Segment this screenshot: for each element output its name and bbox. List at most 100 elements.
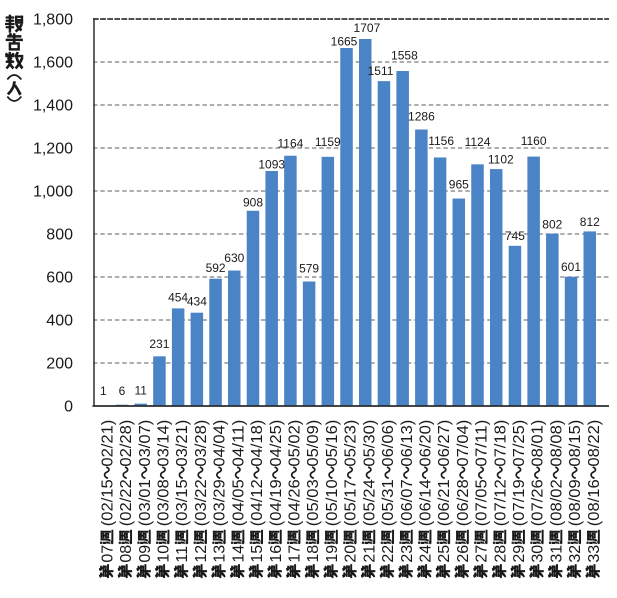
svg-text:08: 08 xyxy=(118,545,135,563)
svg-text:02/28): 02/28) xyxy=(118,420,135,467)
svg-text:11: 11 xyxy=(174,546,191,563)
svg-text:1,400: 1,400 xyxy=(33,98,73,115)
svg-text:21: 21 xyxy=(361,545,378,563)
svg-text:03/21): 03/21) xyxy=(174,420,191,467)
svg-text:(02/15: (02/15 xyxy=(99,479,116,526)
svg-text:(07/26: (07/26 xyxy=(530,479,547,526)
svg-text:(03/29: (03/29 xyxy=(212,479,229,526)
svg-text:1102: 1102 xyxy=(488,153,514,167)
svg-text:592: 592 xyxy=(206,261,226,275)
svg-text:07/25): 07/25) xyxy=(511,420,528,467)
svg-text:18: 18 xyxy=(305,545,322,563)
svg-text:1286: 1286 xyxy=(408,110,435,124)
svg-text:05/02): 05/02) xyxy=(287,420,304,467)
svg-text:06/06): 06/06) xyxy=(380,420,397,467)
svg-text:454: 454 xyxy=(168,291,188,305)
svg-text:1,000: 1,000 xyxy=(33,184,73,201)
svg-text:800: 800 xyxy=(46,227,73,244)
svg-text:1093: 1093 xyxy=(258,157,285,171)
svg-text:(04/12: (04/12 xyxy=(249,479,266,526)
svg-text:27: 27 xyxy=(474,545,491,563)
svg-text:30: 30 xyxy=(530,545,547,563)
svg-text:03/14): 03/14) xyxy=(156,420,173,467)
svg-text:(04/19: (04/19 xyxy=(268,479,285,526)
svg-text:25: 25 xyxy=(436,545,453,563)
svg-text:29: 29 xyxy=(511,545,528,563)
svg-text:08/22): 08/22) xyxy=(586,420,603,467)
svg-text:03/28): 03/28) xyxy=(193,420,210,467)
svg-text:10: 10 xyxy=(156,545,173,563)
svg-text:1159: 1159 xyxy=(315,135,341,149)
svg-text:03/07): 03/07) xyxy=(137,420,154,467)
svg-text:965: 965 xyxy=(449,178,469,192)
svg-text:11: 11 xyxy=(134,383,147,397)
svg-text:(08/02: (08/02 xyxy=(548,479,565,526)
svg-text:19: 19 xyxy=(324,545,341,563)
svg-text:(05/17: (05/17 xyxy=(343,479,360,526)
svg-text:05/09): 05/09) xyxy=(305,420,322,467)
svg-text:1665: 1665 xyxy=(331,35,358,49)
svg-text:(05/24: (05/24 xyxy=(361,479,378,526)
svg-text:(05/10: (05/10 xyxy=(324,479,341,526)
svg-text:04/25): 04/25) xyxy=(268,420,285,467)
svg-text:13: 13 xyxy=(212,545,229,563)
svg-text:16: 16 xyxy=(268,545,285,563)
svg-text:07/04): 07/04) xyxy=(455,420,472,467)
svg-text:200: 200 xyxy=(46,356,73,373)
svg-text:(05/31: (05/31 xyxy=(380,479,397,526)
svg-text:(06/14: (06/14 xyxy=(418,479,435,526)
svg-text:(07/19: (07/19 xyxy=(511,479,528,526)
svg-text:(07/12: (07/12 xyxy=(492,479,509,526)
svg-text:745: 745 xyxy=(505,229,525,243)
svg-text:(03/08: (03/08 xyxy=(156,479,173,526)
svg-text:(04/05: (04/05 xyxy=(230,479,247,526)
svg-text:07: 07 xyxy=(99,545,116,563)
svg-text:06/27): 06/27) xyxy=(436,420,453,467)
svg-text:04/11): 04/11) xyxy=(230,420,247,467)
svg-text:(06/07: (06/07 xyxy=(399,479,416,526)
svg-text:601: 601 xyxy=(561,260,581,274)
svg-text:23: 23 xyxy=(399,545,416,563)
svg-text:20: 20 xyxy=(343,545,360,563)
svg-text:(02/22: (02/22 xyxy=(118,479,135,526)
svg-text:(05/03: (05/03 xyxy=(305,479,322,526)
svg-text:24: 24 xyxy=(418,545,435,563)
svg-text:28: 28 xyxy=(492,545,509,563)
svg-text:14: 14 xyxy=(230,545,247,563)
svg-text:05/23): 05/23) xyxy=(343,420,360,467)
svg-text:02/21): 02/21) xyxy=(99,420,116,467)
svg-text:08/08): 08/08) xyxy=(548,420,565,467)
svg-text:812: 812 xyxy=(580,215,600,229)
svg-text:31: 31 xyxy=(548,545,565,563)
svg-text:579: 579 xyxy=(299,261,319,275)
svg-text:17: 17 xyxy=(287,545,304,563)
svg-text:1707: 1707 xyxy=(354,21,381,35)
svg-text:1124: 1124 xyxy=(465,135,491,149)
svg-text:1,200: 1,200 xyxy=(33,141,73,158)
svg-text:15: 15 xyxy=(249,545,266,563)
svg-text:0: 0 xyxy=(64,399,73,416)
svg-text:(06/28: (06/28 xyxy=(455,479,472,526)
svg-text:09: 09 xyxy=(137,545,154,563)
svg-text:(04/26: (04/26 xyxy=(287,479,304,526)
svg-text:07/11): 07/11) xyxy=(474,420,491,467)
svg-text:1: 1 xyxy=(100,384,107,398)
svg-text:1558: 1558 xyxy=(391,49,418,63)
svg-text:908: 908 xyxy=(243,196,263,210)
svg-text:06/13): 06/13) xyxy=(399,420,416,467)
svg-text:06/20): 06/20) xyxy=(418,420,435,467)
svg-text:231: 231 xyxy=(149,337,169,351)
svg-text:05/30): 05/30) xyxy=(361,420,378,467)
svg-text:1,800: 1,800 xyxy=(33,12,73,29)
svg-text:32: 32 xyxy=(567,545,584,563)
svg-text:1156: 1156 xyxy=(428,134,454,148)
svg-text:(03/15: (03/15 xyxy=(174,479,191,526)
svg-text:07/18): 07/18) xyxy=(492,420,509,467)
svg-text:1160: 1160 xyxy=(521,134,547,148)
svg-text:6: 6 xyxy=(119,384,126,398)
svg-text:08/15): 08/15) xyxy=(567,420,584,467)
svg-text:(08/16: (08/16 xyxy=(586,479,603,526)
svg-text:1511: 1511 xyxy=(368,64,394,78)
svg-text:26: 26 xyxy=(455,545,472,563)
svg-text:1,600: 1,600 xyxy=(33,55,73,72)
